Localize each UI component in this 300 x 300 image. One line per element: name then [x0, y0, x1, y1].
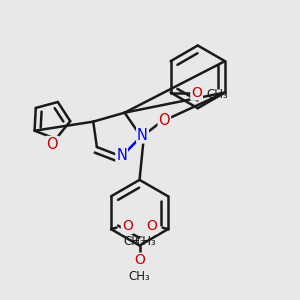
- Text: N: N: [116, 148, 127, 163]
- Text: O: O: [191, 85, 202, 100]
- Text: CH₃: CH₃: [123, 235, 145, 248]
- Text: O: O: [46, 137, 58, 152]
- Text: CH₃: CH₃: [129, 270, 150, 283]
- Text: N: N: [137, 128, 148, 142]
- Text: O: O: [158, 113, 170, 128]
- Text: O: O: [134, 254, 145, 268]
- Text: O: O: [146, 219, 157, 233]
- Text: CH₃: CH₃: [134, 235, 156, 248]
- Text: O: O: [122, 219, 133, 233]
- Text: CH₃: CH₃: [206, 88, 228, 101]
